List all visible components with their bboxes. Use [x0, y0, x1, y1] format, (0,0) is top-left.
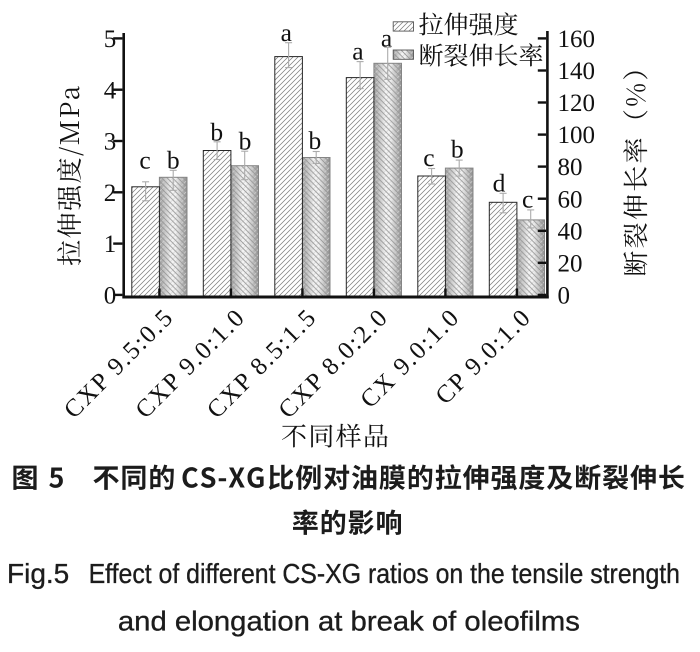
svg-text:b: b	[309, 126, 322, 155]
svg-text:a: a	[281, 18, 292, 47]
svg-text:140: 140	[558, 58, 596, 85]
svg-text:2: 2	[104, 180, 117, 207]
svg-text:d: d	[493, 169, 506, 198]
svg-text:b: b	[210, 117, 223, 146]
svg-text:and elongation at break of ole: and elongation at break of oleofilms	[118, 606, 580, 637]
svg-text:Effect of different CS-XG rati: Effect of different CS-XG ratios on the …	[89, 558, 680, 589]
svg-text:1: 1	[104, 231, 117, 258]
svg-text:0: 0	[104, 283, 117, 310]
svg-text:80: 80	[558, 154, 583, 181]
svg-text:4: 4	[104, 77, 117, 104]
svg-text:Fig.5: Fig.5	[7, 558, 69, 589]
svg-text:160: 160	[558, 26, 596, 53]
svg-text:5: 5	[104, 26, 117, 53]
svg-text:b: b	[167, 146, 180, 175]
svg-text:c: c	[423, 143, 434, 172]
svg-text:3: 3	[104, 129, 117, 156]
svg-text:a: a	[352, 37, 363, 66]
svg-text:a: a	[381, 24, 392, 53]
svg-text:100: 100	[558, 122, 596, 149]
svg-text:c: c	[522, 184, 533, 213]
svg-text:120: 120	[558, 90, 596, 117]
svg-text:c: c	[139, 146, 150, 175]
svg-text:b: b	[239, 126, 252, 155]
svg-text:20: 20	[558, 250, 583, 277]
svg-text:40: 40	[558, 218, 583, 245]
svg-text:0: 0	[558, 283, 571, 310]
svg-text:b: b	[451, 135, 464, 164]
svg-text:60: 60	[558, 186, 583, 213]
